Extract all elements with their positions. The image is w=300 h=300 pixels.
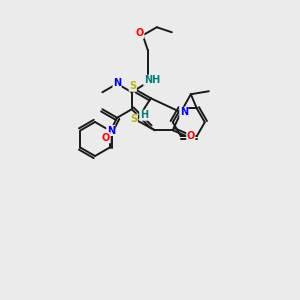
Text: S: S	[129, 81, 137, 91]
Text: N: N	[113, 78, 121, 88]
Text: H: H	[140, 110, 148, 120]
Text: O: O	[136, 28, 144, 38]
Text: S: S	[130, 114, 137, 124]
Text: N: N	[180, 107, 188, 117]
Text: O: O	[102, 133, 110, 143]
Text: O: O	[187, 131, 195, 141]
Text: N: N	[107, 125, 115, 136]
Text: NH: NH	[144, 75, 160, 85]
